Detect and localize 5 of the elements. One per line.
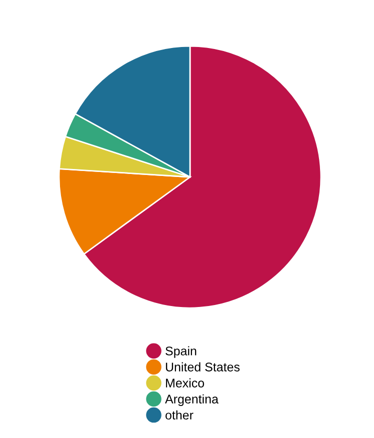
legend-label: Argentina: [165, 394, 219, 406]
legend-label: Spain: [166, 346, 196, 358]
legend-label: United States: [166, 362, 240, 372]
legend-label: other: [166, 410, 194, 420]
legend-label: Mexico: [166, 378, 204, 388]
